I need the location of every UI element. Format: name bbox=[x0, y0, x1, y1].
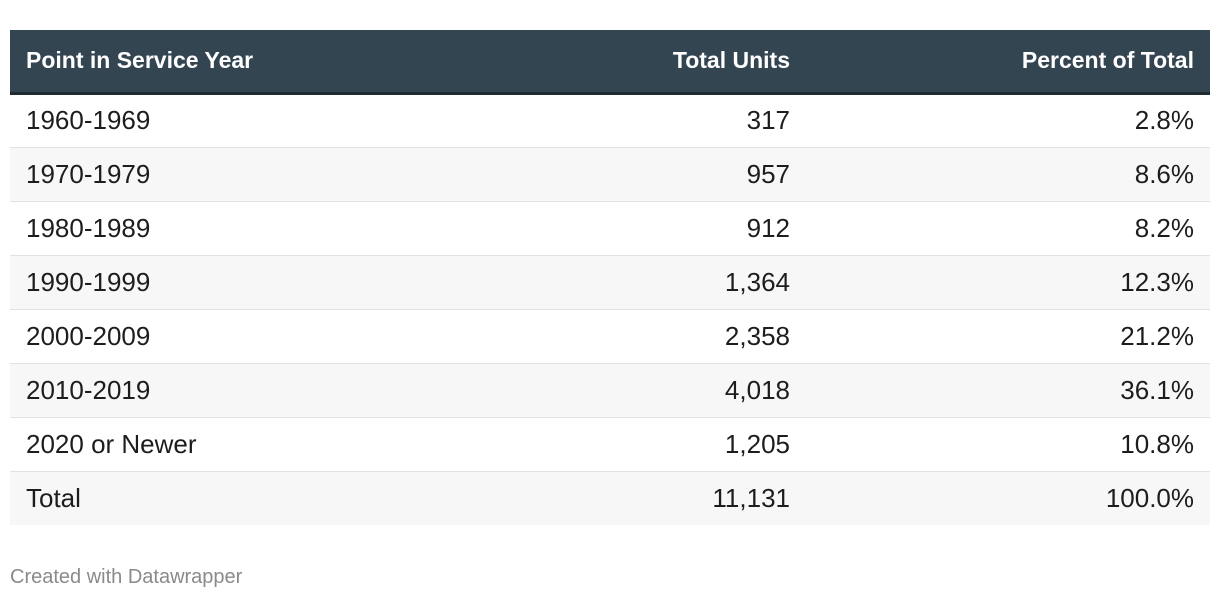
data-table: Point in Service Year Total Units Percen… bbox=[10, 30, 1210, 525]
cell-units: 317 bbox=[410, 93, 806, 148]
cell-percent: 21.2% bbox=[806, 309, 1210, 364]
cell-year: Total bbox=[26, 482, 81, 513]
cell-units: 1,205 bbox=[410, 417, 806, 472]
cell-units: 912 bbox=[410, 201, 806, 256]
cell-year: 2000-2009 bbox=[10, 309, 410, 364]
cell-percent: 12.3% bbox=[806, 255, 1210, 310]
cell-percent: 100.0% bbox=[1105, 482, 1194, 513]
table-row: 1960-1969 317 2.8% bbox=[10, 93, 1210, 148]
header-row: Point in Service Year Total Units Percen… bbox=[10, 30, 1210, 95]
cell-year: 2010-2019 bbox=[10, 363, 410, 418]
cell-percent: 2.8% bbox=[806, 93, 1210, 148]
cell-year: 1990-1999 bbox=[10, 255, 410, 310]
cell-units: 1,364 bbox=[410, 255, 806, 310]
cell-year: 1960-1969 bbox=[10, 93, 410, 148]
cell-percent: 10.8% bbox=[806, 417, 1210, 472]
footer-credit: Created with Datawrapper bbox=[10, 566, 243, 588]
cell-units: 2,358 bbox=[410, 309, 806, 364]
table-header: Point in Service Year Total Units Percen… bbox=[10, 30, 1210, 95]
cell-percent: 8.2% bbox=[806, 201, 1210, 256]
table-row: 2000-2009 2,358 21.2% bbox=[10, 309, 1210, 364]
table-row: 1970-1979 957 8.6% bbox=[10, 147, 1210, 202]
data-table-container: Point in Service Year Total Units Percen… bbox=[10, 30, 1210, 525]
table-row: 2020 or Newer 1,205 10.8% bbox=[10, 417, 1210, 472]
header-year: Point in Service Year bbox=[10, 30, 410, 95]
table-row: 1980-1989 912 8.2% bbox=[10, 201, 1210, 256]
header-units: Total Units bbox=[410, 30, 806, 95]
cell-units: 957 bbox=[410, 147, 806, 202]
cell-year: 2020 or Newer bbox=[10, 417, 410, 472]
table-row: 1990-1999 1,364 12.3% bbox=[10, 255, 1210, 310]
cell-units: 4,018 bbox=[410, 363, 806, 418]
header-percent: Percent of Total bbox=[806, 30, 1210, 95]
cell-year: 1980-1989 bbox=[10, 201, 410, 256]
cell-year: 1970-1979 bbox=[10, 147, 410, 202]
cell-percent: 36.1% bbox=[806, 363, 1210, 418]
table-row: 2010-2019 4,018 36.1% bbox=[10, 363, 1210, 418]
cell-units: 11,131 bbox=[712, 482, 790, 513]
table-body: 1960-1969 317 2.8% 1970-1979 957 8.6% 1980-198… bbox=[10, 93, 1210, 525]
cell-percent: 8.6% bbox=[806, 147, 1210, 202]
table-row: Total 11,131 100.0% bbox=[10, 471, 1210, 525]
